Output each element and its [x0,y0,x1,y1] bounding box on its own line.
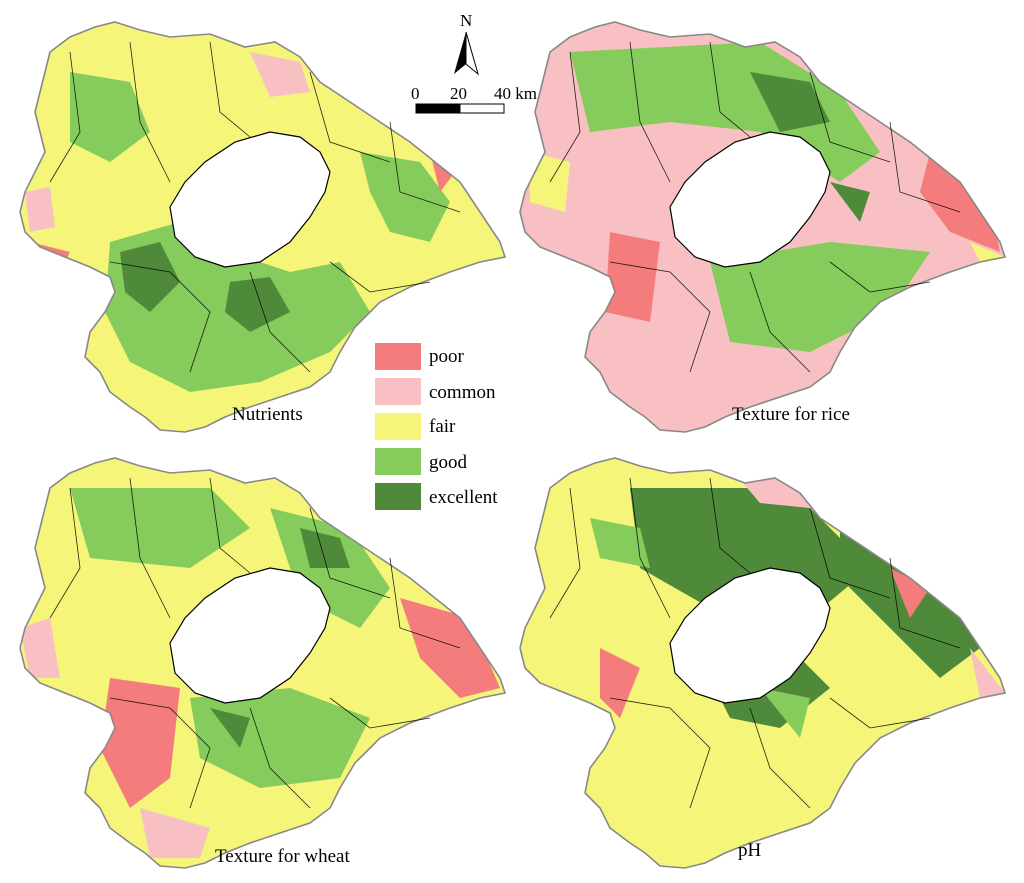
legend-label-fair: fair [429,416,456,437]
scale-tick-0: 0 [411,84,420,103]
panel-title-nutrients: Nutrients [232,404,303,425]
legend-swatch-good [375,448,421,475]
legend-item-poor: poor [375,343,465,370]
scale-bar: 0 20 40 km [411,84,537,114]
legend-label-poor: poor [429,346,465,367]
legend: poor common fair good excellent [375,343,498,510]
map-panel-texture-rice: Texture for rice [519,21,1006,433]
legend-item-fair: fair [375,413,456,440]
panel-title-texture-rice: Texture for rice [732,404,850,425]
panel-title-ph: pH [738,840,762,861]
legend-label-common: common [429,382,496,403]
map-panel-nutrients: Nutrients [19,21,506,433]
legend-item-excellent: excellent [375,483,498,510]
map-panel-ph: pH [519,457,1006,869]
north-arrow-label: N [460,11,472,30]
legend-swatch-poor [375,343,421,370]
map-panel-texture-wheat: Texture for wheat [19,457,506,869]
legend-item-good: good [375,448,468,475]
north-arrow-icon: N [454,11,479,76]
legend-swatch-fair [375,413,421,440]
legend-swatch-excellent [375,483,421,510]
scale-tick-40km: 40 km [494,84,537,103]
scale-tick-20: 20 [450,84,467,103]
legend-swatch-common [375,378,421,405]
panel-title-texture-wheat: Texture for wheat [215,846,350,867]
legend-label-good: good [429,452,468,473]
legend-label-excellent: excellent [429,487,498,508]
legend-item-common: common [375,378,496,405]
